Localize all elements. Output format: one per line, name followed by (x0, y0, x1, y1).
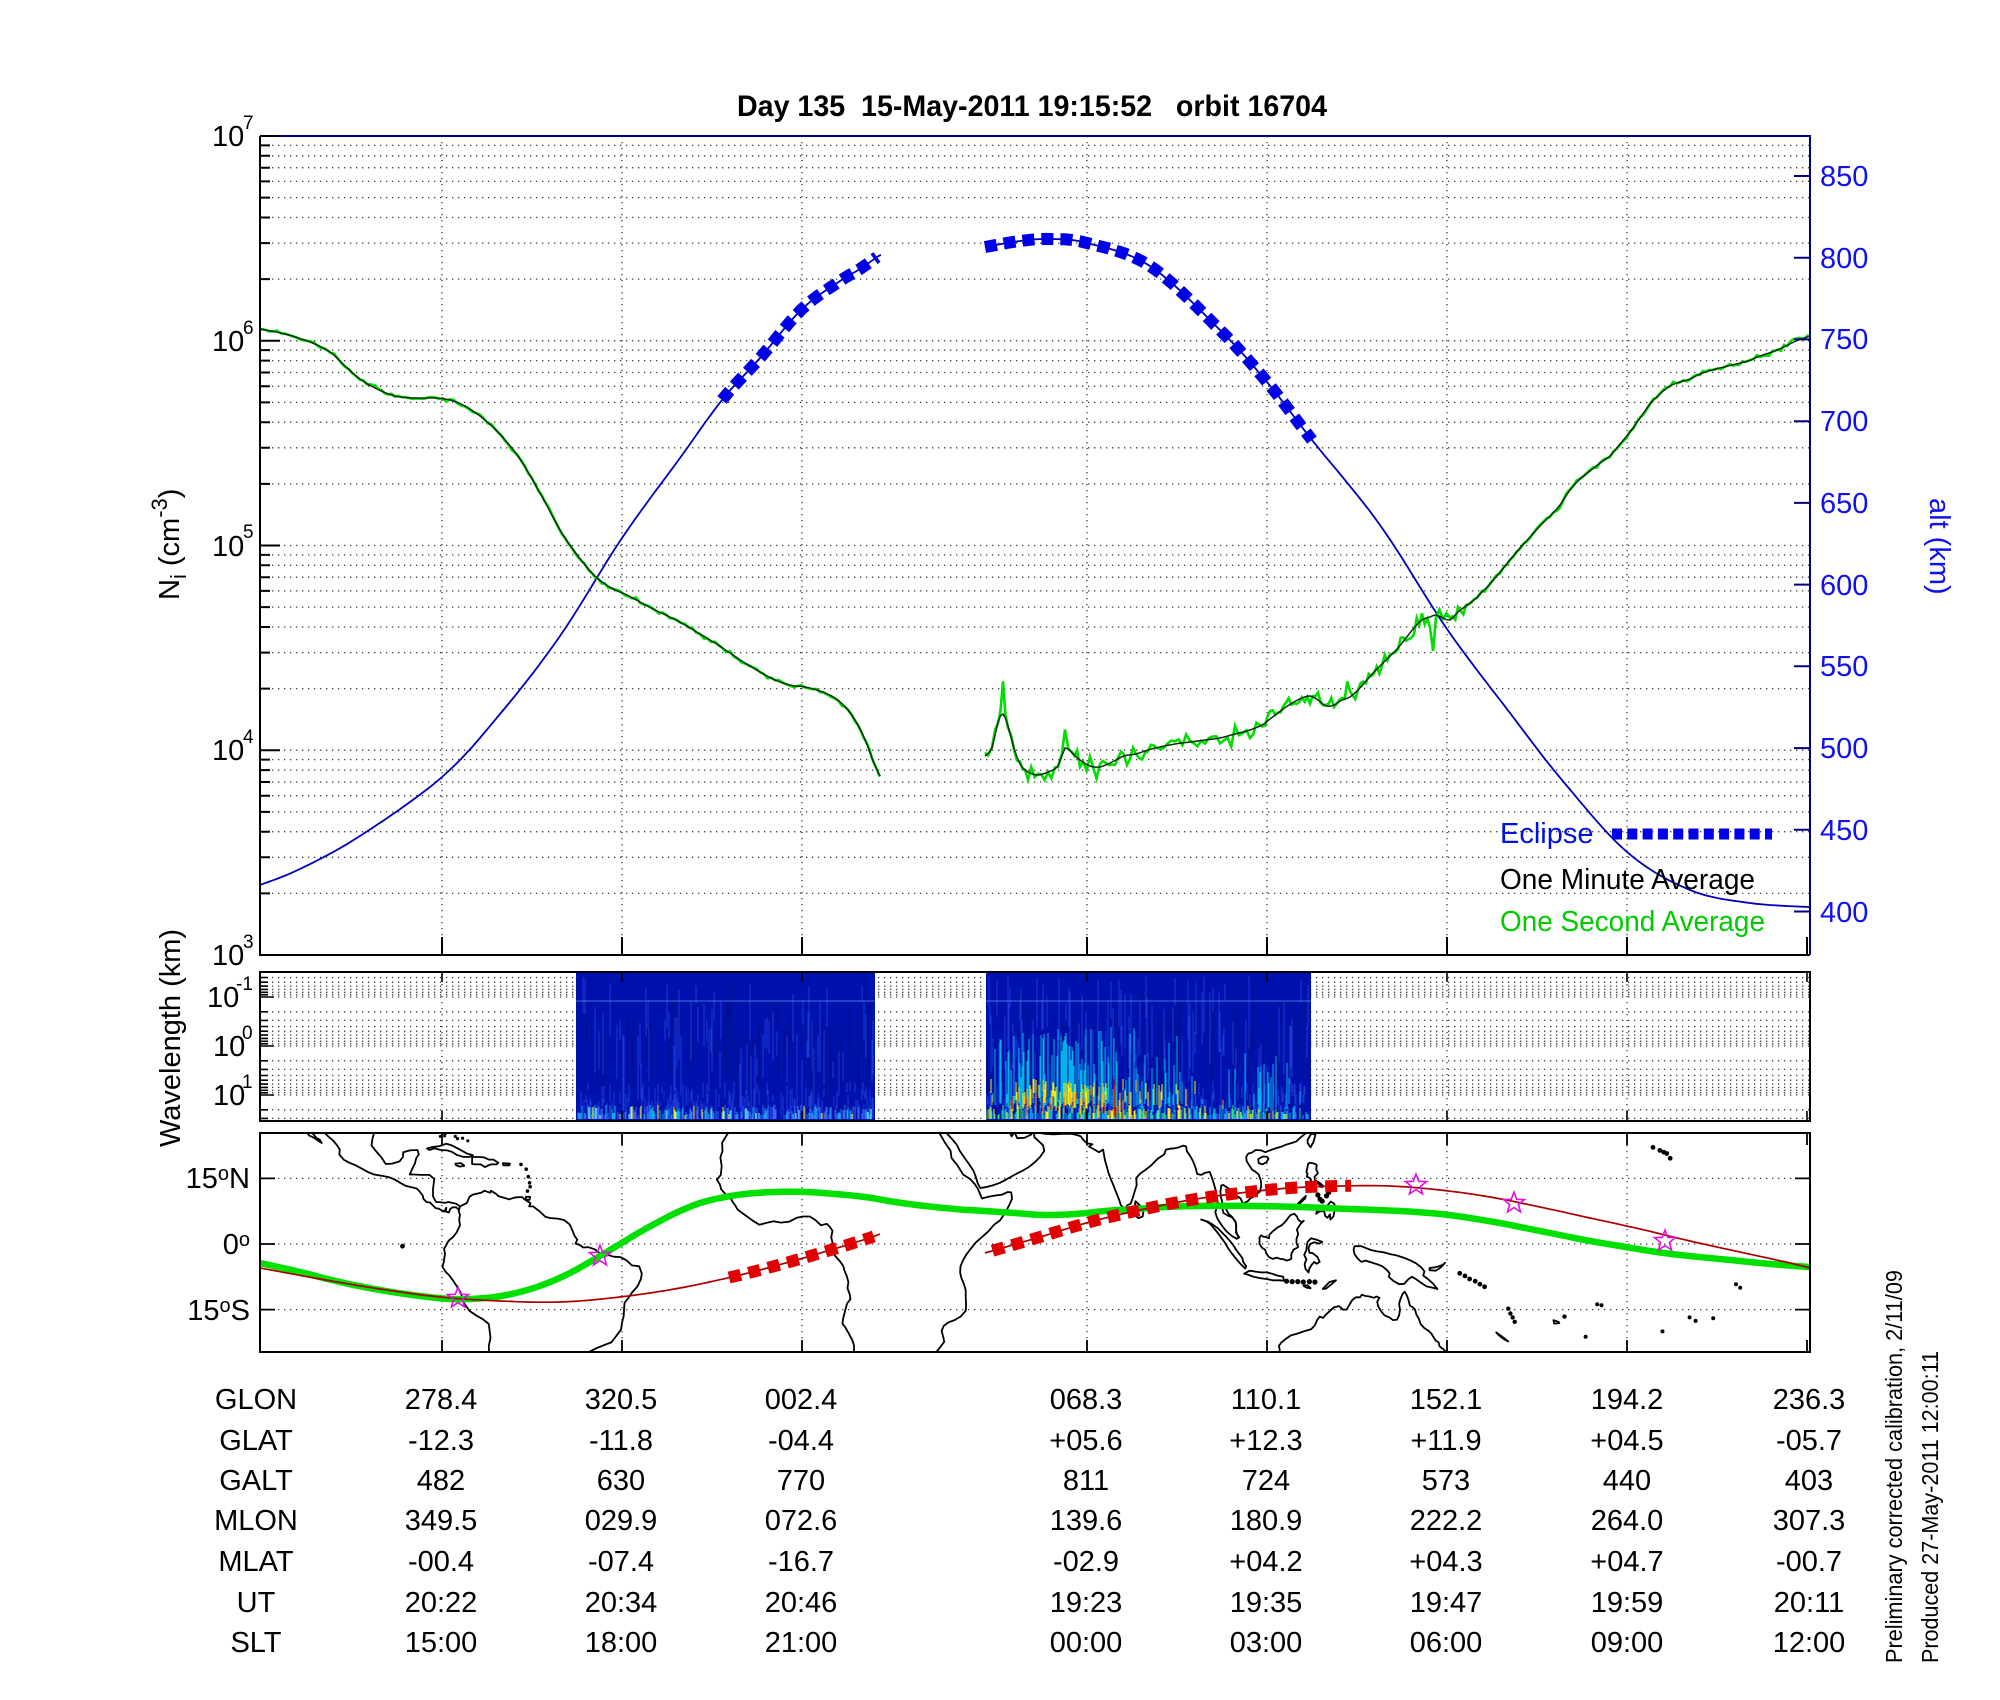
svg-text:UT: UT (237, 1587, 276, 1619)
svg-text:MLAT: MLAT (218, 1546, 293, 1578)
svg-text:403: 403 (1785, 1465, 1833, 1497)
svg-text:307.3: 307.3 (1773, 1505, 1846, 1537)
svg-text:600: 600 (1820, 570, 1868, 602)
svg-text:-07.4: -07.4 (588, 1546, 654, 1578)
svg-text:650: 650 (1820, 488, 1868, 520)
svg-text:15:00: 15:00 (405, 1627, 478, 1659)
svg-text:-11.8: -11.8 (589, 1425, 653, 1457)
svg-text:Eclipse: Eclipse (1500, 818, 1594, 850)
svg-text:19:47: 19:47 (1410, 1587, 1483, 1619)
svg-text:450: 450 (1820, 815, 1868, 847)
svg-text:+11.9: +11.9 (1410, 1425, 1481, 1457)
svg-text:10: 10 (213, 1031, 245, 1063)
svg-text:MLON: MLON (214, 1505, 298, 1537)
svg-text:alt (km): alt (km) (1923, 498, 1955, 595)
svg-text:264.0: 264.0 (1591, 1505, 1664, 1537)
svg-text:12:00: 12:00 (1773, 1627, 1846, 1659)
svg-text:+04.5: +04.5 (1590, 1425, 1663, 1457)
svg-text:10: 10 (213, 1080, 245, 1112)
svg-text:440: 440 (1603, 1465, 1651, 1497)
svg-text:10: 10 (212, 940, 244, 972)
svg-text:068.3: 068.3 (1050, 1384, 1123, 1416)
svg-text:500: 500 (1820, 733, 1868, 765)
svg-text:10: 10 (212, 735, 244, 767)
svg-text:850: 850 (1820, 161, 1868, 193)
svg-text:20:34: 20:34 (585, 1587, 658, 1619)
svg-text:15oN: 15oN (186, 1163, 250, 1195)
svg-text:-00.7: -00.7 (1776, 1546, 1842, 1578)
svg-text:21:00: 21:00 (765, 1627, 838, 1659)
svg-text:Wavelength (km): Wavelength (km) (155, 929, 187, 1147)
svg-text:573: 573 (1422, 1465, 1470, 1497)
svg-text:One Second Average: One Second Average (1500, 906, 1765, 938)
svg-text:+12.3: +12.3 (1229, 1425, 1302, 1457)
svg-text:550: 550 (1820, 651, 1868, 683)
svg-text:194.2: 194.2 (1591, 1384, 1664, 1416)
svg-text:15oS: 15oS (187, 1295, 250, 1327)
svg-text:Day 135 15-May-2011 19:15:52: Day 135 15-May-2011 19:15:52 orbit 16704 (737, 90, 1327, 123)
svg-text:-12.3: -12.3 (408, 1425, 474, 1457)
svg-text:072.6: 072.6 (765, 1505, 838, 1537)
svg-text:349.5: 349.5 (405, 1505, 478, 1537)
svg-text:10: 10 (207, 982, 239, 1014)
svg-text:19:35: 19:35 (1230, 1587, 1303, 1619)
svg-text:GLON: GLON (215, 1384, 297, 1416)
svg-text:20:11: 20:11 (1774, 1587, 1844, 1619)
svg-text:278.4: 278.4 (405, 1384, 478, 1416)
svg-text:03:00: 03:00 (1230, 1627, 1303, 1659)
svg-text:19:59: 19:59 (1591, 1587, 1664, 1619)
svg-text:-00.4: -00.4 (408, 1546, 474, 1578)
svg-text:5: 5 (243, 522, 254, 543)
svg-text:Preliminary corrected calibrat: Preliminary corrected calibration, 2/11/… (1881, 1270, 1907, 1663)
svg-text:400: 400 (1820, 897, 1868, 929)
svg-text:-02.9: -02.9 (1053, 1546, 1119, 1578)
svg-text:700: 700 (1820, 406, 1868, 438)
svg-text:6: 6 (243, 318, 254, 339)
svg-text:3: 3 (243, 932, 254, 953)
svg-text:7: 7 (243, 113, 254, 134)
svg-text:+04.7: +04.7 (1590, 1546, 1663, 1578)
svg-text:029.9: 029.9 (585, 1505, 658, 1537)
svg-text:222.2: 222.2 (1410, 1505, 1483, 1537)
svg-text:One Minute Average: One Minute Average (1500, 864, 1755, 896)
svg-text:320.5: 320.5 (585, 1384, 658, 1416)
svg-text:180.9: 180.9 (1230, 1505, 1303, 1537)
svg-text:630: 630 (597, 1465, 645, 1497)
svg-text:110.1: 110.1 (1231, 1384, 1301, 1416)
svg-text:+04.2: +04.2 (1229, 1546, 1302, 1578)
svg-text:19:23: 19:23 (1050, 1587, 1123, 1619)
svg-text:GLAT: GLAT (219, 1425, 293, 1457)
svg-text:236.3: 236.3 (1773, 1384, 1846, 1416)
svg-text:-05.7: -05.7 (1776, 1425, 1842, 1457)
svg-text:00:00: 00:00 (1050, 1627, 1123, 1659)
svg-text:09:00: 09:00 (1591, 1627, 1664, 1659)
svg-text:811: 811 (1063, 1465, 1109, 1497)
svg-text:20:46: 20:46 (765, 1587, 838, 1619)
svg-text:10: 10 (212, 326, 244, 358)
svg-text:+05.6: +05.6 (1049, 1425, 1122, 1457)
svg-text:724: 724 (1242, 1465, 1290, 1497)
svg-text:0: 0 (242, 1023, 253, 1044)
svg-text:10: 10 (212, 531, 244, 563)
svg-text:482: 482 (417, 1465, 465, 1497)
svg-text:+04.3: +04.3 (1409, 1546, 1482, 1578)
svg-text:SLT: SLT (230, 1627, 281, 1659)
svg-text:750: 750 (1820, 324, 1868, 356)
svg-text:152.1: 152.1 (1410, 1384, 1483, 1416)
svg-text:4: 4 (243, 727, 254, 748)
svg-text:770: 770 (777, 1465, 825, 1497)
svg-text:-1: -1 (236, 974, 253, 995)
svg-text:06:00: 06:00 (1410, 1627, 1483, 1659)
svg-text:-16.7: -16.7 (768, 1546, 834, 1578)
svg-text:Produced 27-May-2011 12:00:11: Produced 27-May-2011 12:00:11 (1917, 1351, 1943, 1663)
svg-text:18:00: 18:00 (585, 1627, 658, 1659)
svg-text:800: 800 (1820, 243, 1868, 275)
svg-text:-04.4: -04.4 (768, 1425, 834, 1457)
svg-text:GALT: GALT (219, 1465, 293, 1497)
svg-text:002.4: 002.4 (765, 1384, 838, 1416)
svg-text:20:22: 20:22 (405, 1587, 478, 1619)
svg-text:10: 10 (212, 121, 244, 153)
svg-text:139.6: 139.6 (1050, 1505, 1123, 1537)
svg-text:1: 1 (242, 1072, 253, 1093)
